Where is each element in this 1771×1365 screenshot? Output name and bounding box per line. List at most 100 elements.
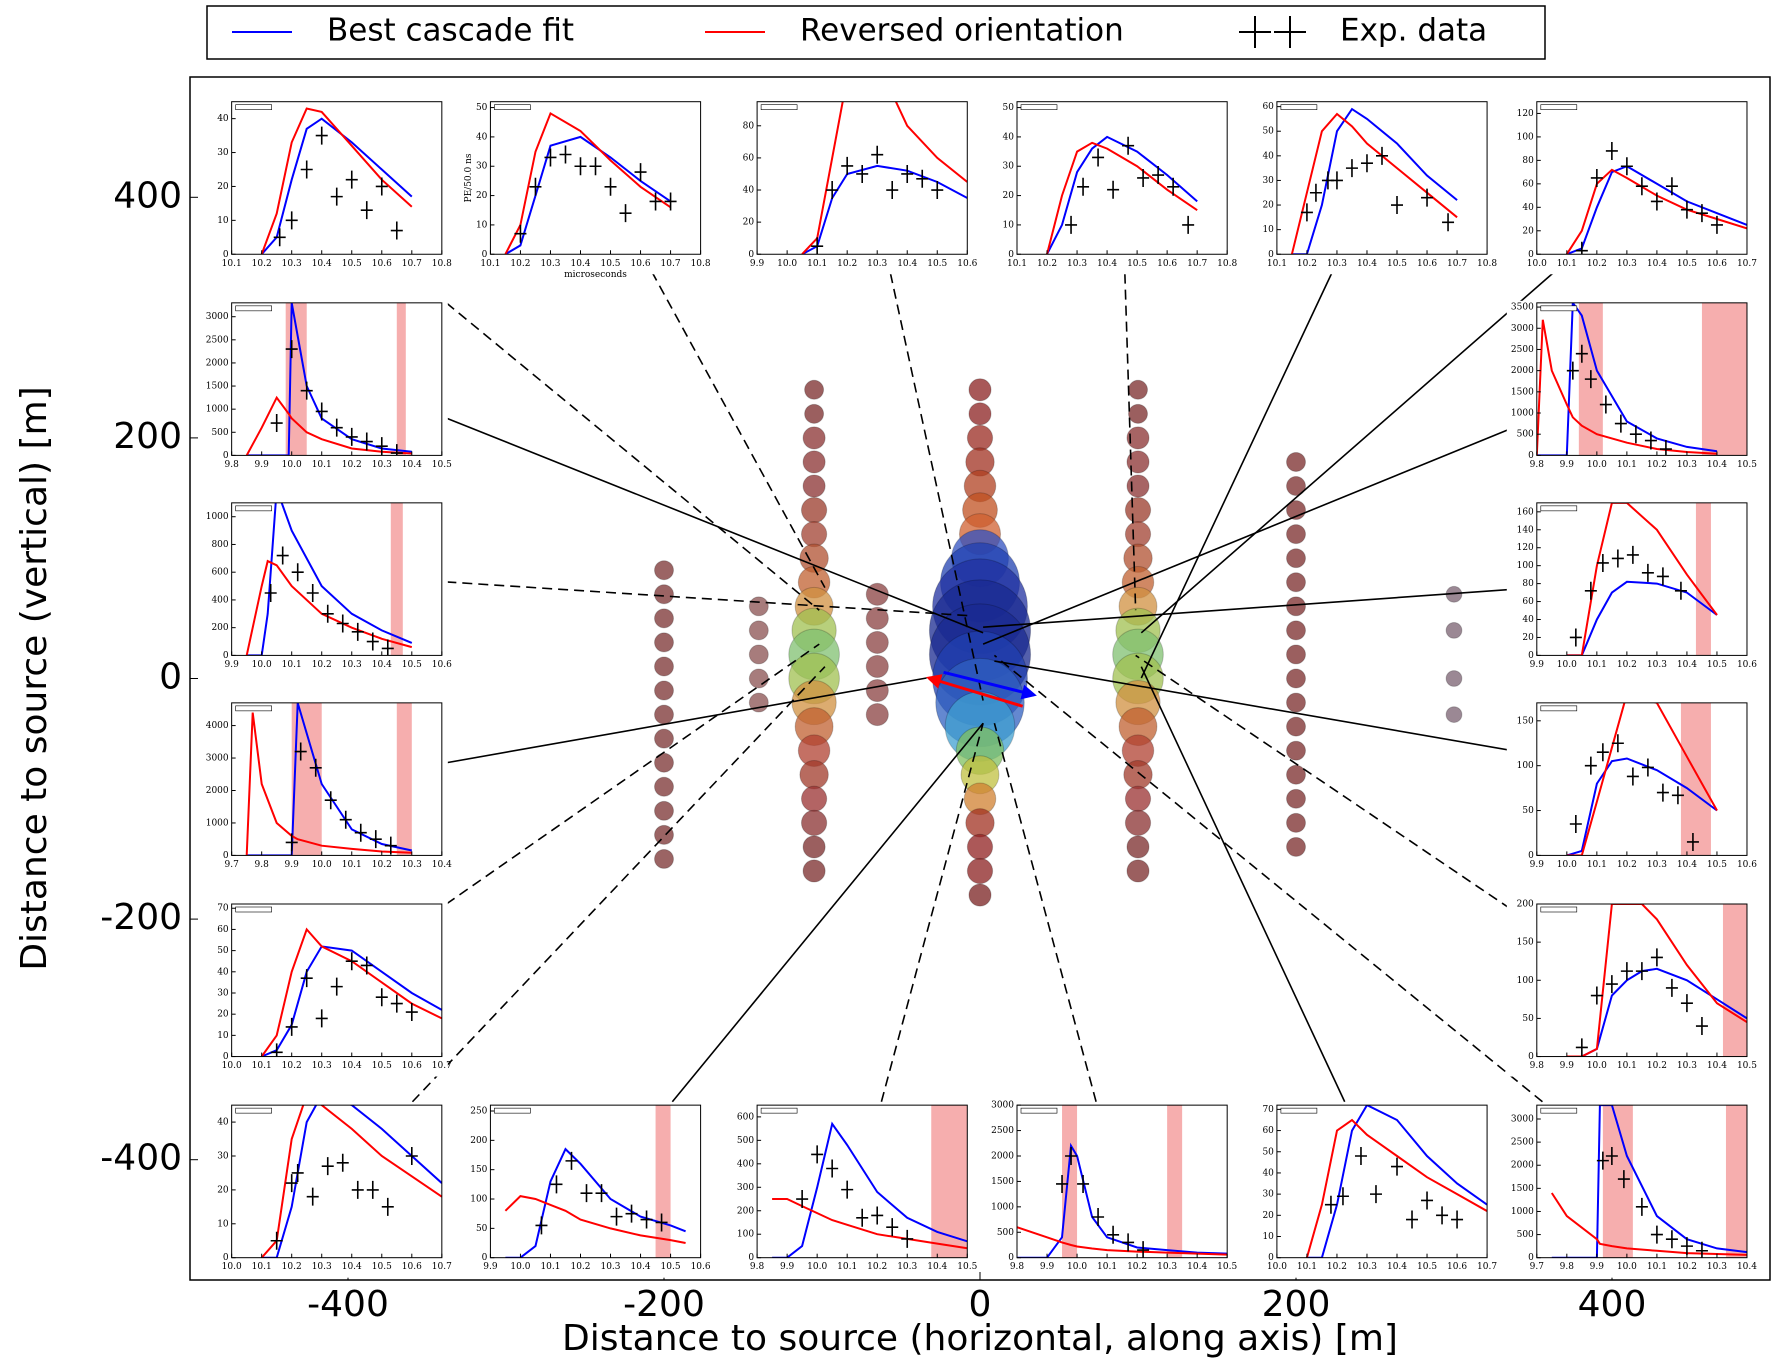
inset-x-tick-label: 10.8	[432, 259, 452, 269]
exp-data-point	[300, 969, 313, 988]
inset: 9.9 10.0 10.1 10.2 10.3 10.4 10.5 10.6 0 20 40 60 80	[727, 99, 978, 275]
fit-curve	[504, 111, 672, 255]
inset-background	[1246, 99, 1494, 275]
inset-y-tick-label: 0	[1528, 851, 1534, 861]
inset-background	[201, 300, 448, 476]
dom-hit	[800, 496, 828, 524]
exp-data-point	[360, 956, 373, 975]
dom-hit	[748, 644, 769, 665]
dom-hit	[802, 426, 826, 450]
time-window	[390, 502, 403, 656]
inset-y-tick-label: 0	[1528, 1253, 1534, 1263]
exp-data-point	[366, 632, 379, 651]
inset-tag	[235, 1107, 272, 1114]
exp-data-point	[1451, 1210, 1464, 1229]
legend-label: Reversed orientation	[800, 13, 1124, 49]
inset-x-tick-label: 9.9	[750, 259, 765, 269]
inset-y-tick-label: 0	[1528, 451, 1534, 461]
inset-tag	[1540, 505, 1578, 512]
inset-x-tick-label: 9.9	[1530, 660, 1545, 670]
inset-y-tick-label: 10	[217, 216, 229, 226]
exp-data-point	[1354, 1146, 1367, 1165]
inset-y-tick-label: 120	[1517, 543, 1534, 553]
exp-data-point	[1605, 1146, 1618, 1165]
inset-tag	[1540, 906, 1578, 913]
inset-tag	[760, 1107, 798, 1114]
inset-x-tick-label: 10.3	[402, 860, 422, 870]
inset-tag	[494, 104, 531, 110]
exp-data-point	[1336, 1187, 1349, 1206]
exp-data-point	[1635, 177, 1648, 196]
dom-hit	[865, 630, 889, 654]
inset-y-tick-label: 800	[211, 540, 228, 550]
inset-x-tick-label: 10.0	[1527, 259, 1547, 269]
connector	[1140, 257, 1340, 679]
inset-x-tick-label: 10.1	[1587, 860, 1607, 870]
fit-curve	[260, 927, 442, 1057]
inset-x-tick-label: 10.3	[897, 1262, 917, 1272]
inset-x-tick-label: 10.8	[1477, 259, 1497, 269]
y-axis-label: Distance to source (vertical) [m]	[14, 386, 55, 970]
dom-hit	[800, 521, 828, 548]
dom-hit	[654, 704, 674, 725]
exp-data-point	[351, 1180, 364, 1199]
inset-y-tick-label: 1000	[206, 818, 229, 828]
inset-background	[727, 99, 974, 275]
inset-y-tick-label: 1500	[991, 1177, 1014, 1187]
inset-x-tick-label: 10.6	[372, 259, 392, 269]
inset-x-tick-label: 10.6	[957, 259, 977, 269]
inset-frame	[489, 1104, 702, 1259]
inset: 10.0 10.1 10.2 10.3 10.4 10.5 10.6 10.7 0 10 20 30 4…	[201, 902, 452, 1077]
exp-data-point	[841, 1180, 854, 1199]
dom-hit	[802, 835, 826, 859]
inset-y-tick-label: 20	[217, 1185, 229, 1195]
inset-x-tick-label: 10.6	[691, 1262, 711, 1272]
exp-data-point	[330, 977, 343, 996]
exp-data-point	[574, 157, 587, 176]
exp-data-point	[1369, 1185, 1382, 1204]
inset-x-tick-label: 10.6	[1737, 860, 1757, 870]
y-tick-label: -400	[100, 1138, 182, 1179]
inset-y-tick-label: 2500	[1511, 345, 1534, 355]
fit-curve	[1305, 1118, 1488, 1258]
inset-y-tick-label: 3000	[206, 312, 229, 322]
time-window	[1701, 302, 1747, 456]
exp-data-point	[1590, 168, 1603, 187]
exp-data-point	[1680, 1237, 1693, 1256]
exp-data-point	[366, 1180, 379, 1199]
exp-data-point	[1584, 370, 1597, 389]
inset-x-tick-label: 10.1	[807, 259, 827, 269]
inset-x-tick-label: 10.1	[1557, 259, 1577, 269]
exp-data-point	[330, 418, 343, 437]
connector	[1140, 666, 1346, 1103]
exp-data-point	[595, 1184, 608, 1203]
y-tick-label: 200	[113, 416, 182, 457]
exp-data-point	[559, 145, 572, 164]
inset-background	[1506, 500, 1753, 676]
x-tick-label: -200	[623, 1284, 705, 1325]
y-tick-label: 0	[159, 657, 182, 698]
inset-frame	[231, 702, 443, 856]
inset-x-tick-label: 9.7	[224, 860, 239, 870]
connector	[1135, 654, 1538, 928]
connector	[1140, 257, 1572, 634]
exp-data-point	[1330, 171, 1343, 190]
inset-x-tick-label: 10.2	[1617, 660, 1637, 670]
x-tick-label: -400	[307, 1284, 389, 1325]
dom-hit	[804, 403, 825, 424]
inset-x-tick-label: 9.8	[1530, 1061, 1545, 1071]
dom-hit	[1126, 426, 1150, 450]
exp-data-point	[901, 164, 914, 183]
inset-x-tick-label: 10.2	[867, 1262, 887, 1272]
dom-hit	[800, 809, 828, 836]
inset-y-tick-label: 10	[1262, 225, 1274, 235]
dom-hit	[1126, 859, 1150, 883]
exp-data-point	[1596, 1151, 1609, 1170]
exp-data-point	[285, 340, 298, 359]
inset-y-tick-label: 60	[1522, 597, 1534, 607]
connector	[982, 417, 1538, 645]
y-tick-label: -200	[100, 897, 182, 938]
exp-data-point	[796, 1190, 809, 1209]
inset-y-tick-label: 2000	[1511, 366, 1534, 376]
